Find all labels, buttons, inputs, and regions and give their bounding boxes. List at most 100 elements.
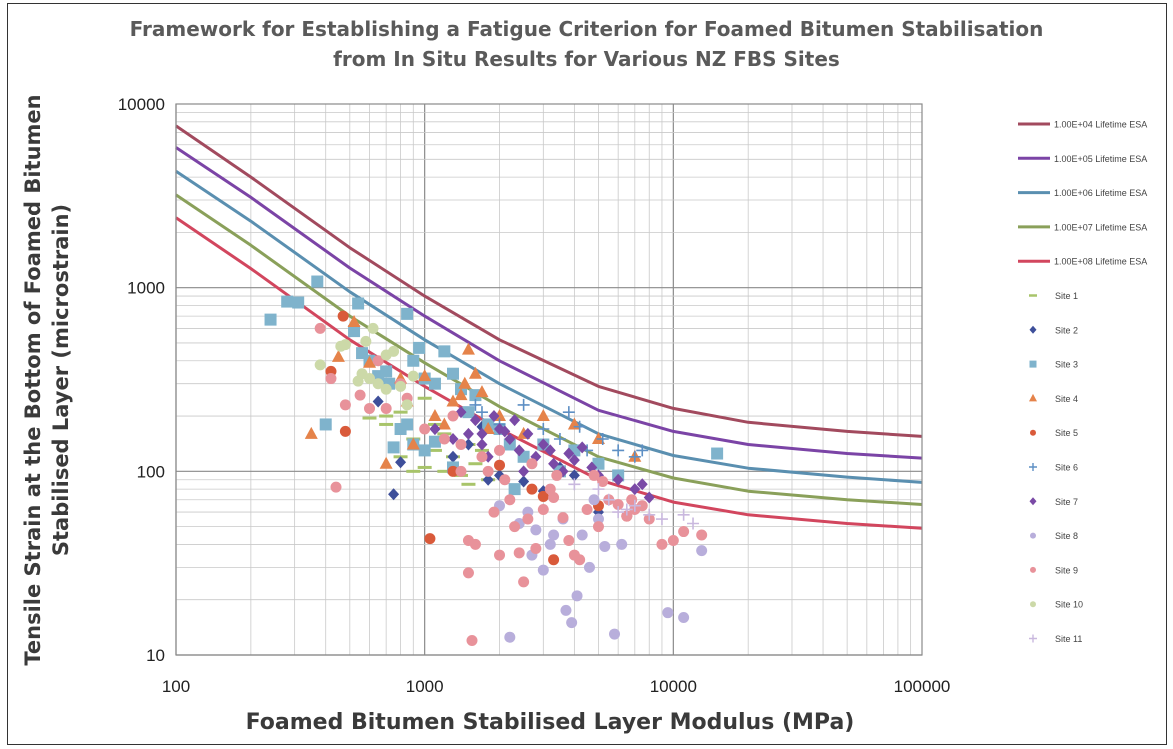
legend-label: Site 7 xyxy=(1055,497,1078,507)
data-point xyxy=(462,438,474,451)
data-point xyxy=(469,398,482,411)
data-point xyxy=(592,483,605,496)
y-tick-label: 1000 xyxy=(127,279,165,298)
y-tick-label: 10000 xyxy=(118,95,165,114)
data-point xyxy=(438,345,451,358)
legend-swatch xyxy=(1029,497,1037,506)
data-point xyxy=(537,490,549,502)
data-point xyxy=(568,469,580,482)
legend-entry: Site 9 xyxy=(1030,565,1078,575)
x-axis-label: Foamed Bitumen Stabilised Layer Modulus … xyxy=(245,710,855,735)
legend-swatch xyxy=(1029,325,1037,334)
data-point xyxy=(331,349,345,362)
data-point xyxy=(563,535,575,547)
data-point xyxy=(687,517,700,530)
legend-label: Site 10 xyxy=(1055,600,1083,610)
x-tick-label: 1000 xyxy=(406,677,444,696)
y-tick-label: 10 xyxy=(146,646,165,665)
data-point xyxy=(592,521,604,533)
data-point xyxy=(447,465,459,477)
legend-swatch xyxy=(1029,634,1037,643)
data-point xyxy=(494,549,506,561)
grid xyxy=(175,104,922,656)
data-point xyxy=(468,366,482,379)
data-point xyxy=(571,590,583,602)
data-point xyxy=(599,540,611,552)
data-point xyxy=(518,576,530,588)
data-point xyxy=(380,349,392,361)
series-site-9 xyxy=(314,322,708,646)
series-site-2 xyxy=(372,395,604,519)
data-point xyxy=(387,441,400,454)
data-point xyxy=(314,359,326,371)
data-point xyxy=(337,310,349,322)
data-point xyxy=(304,426,318,439)
chart-frame xyxy=(7,3,1167,745)
data-point xyxy=(476,451,488,463)
data-point xyxy=(406,437,420,450)
data-point xyxy=(563,447,575,460)
data-point xyxy=(537,438,549,451)
data-point xyxy=(513,547,525,559)
data-point xyxy=(612,498,624,510)
legend-entry: Site 11 xyxy=(1029,634,1082,644)
data-point xyxy=(482,465,494,477)
legend-swatch xyxy=(1029,393,1037,402)
legend-label: 1.00E+08 Lifetime ESA xyxy=(1054,257,1147,267)
data-point xyxy=(458,376,472,389)
curves xyxy=(175,124,923,530)
data-point xyxy=(576,529,588,541)
data-point xyxy=(446,394,460,407)
data-point xyxy=(504,631,516,643)
data-point xyxy=(526,483,538,495)
data-point xyxy=(455,438,467,450)
legend-swatch xyxy=(1030,601,1036,608)
data-point xyxy=(360,335,372,347)
legend-entry: Site 10 xyxy=(1030,600,1083,610)
data-point xyxy=(447,410,459,422)
data-point xyxy=(372,378,384,390)
data-point xyxy=(499,474,511,486)
y-axis-label-line1: Tensile Strain at the Bottom of Foamed B… xyxy=(21,94,45,666)
data-point xyxy=(636,444,649,457)
data-point xyxy=(628,499,641,512)
series-site-3 xyxy=(264,275,724,496)
data-point xyxy=(548,492,560,504)
data-point xyxy=(504,494,516,506)
data-point xyxy=(544,538,556,550)
data-point xyxy=(504,432,516,445)
data-point xyxy=(476,427,488,440)
data-point xyxy=(636,478,648,491)
data-point xyxy=(401,399,413,411)
data-point xyxy=(461,342,475,355)
data-point xyxy=(588,494,600,506)
y-axis-label: Tensile Strain at the Bottom of Foamed B… xyxy=(19,80,75,680)
data-point xyxy=(588,469,600,481)
data-point xyxy=(566,617,578,629)
data-point xyxy=(537,564,549,576)
data-point xyxy=(522,427,534,440)
data-point xyxy=(466,634,478,646)
data-point xyxy=(537,423,550,436)
fatigue-curve-3 xyxy=(175,170,923,484)
data-point xyxy=(325,373,337,385)
data-point xyxy=(314,322,326,334)
data-point xyxy=(536,409,550,422)
data-point xyxy=(455,465,467,477)
legend-label: 1.00E+05 Lifetime ESA xyxy=(1054,154,1147,164)
data-point xyxy=(380,383,392,395)
data-point xyxy=(281,295,294,308)
data-point xyxy=(364,402,376,414)
data-point xyxy=(348,325,361,338)
data-point xyxy=(428,409,442,422)
data-point xyxy=(407,370,419,382)
data-point xyxy=(419,423,431,435)
data-point xyxy=(428,377,441,390)
data-point xyxy=(462,567,474,579)
data-point xyxy=(352,297,365,310)
legend-label: 1.00E+04 Lifetime ESA xyxy=(1054,120,1147,130)
legend-entry: Site 4 xyxy=(1029,393,1078,404)
data-point xyxy=(620,503,633,516)
data-point xyxy=(612,506,625,519)
